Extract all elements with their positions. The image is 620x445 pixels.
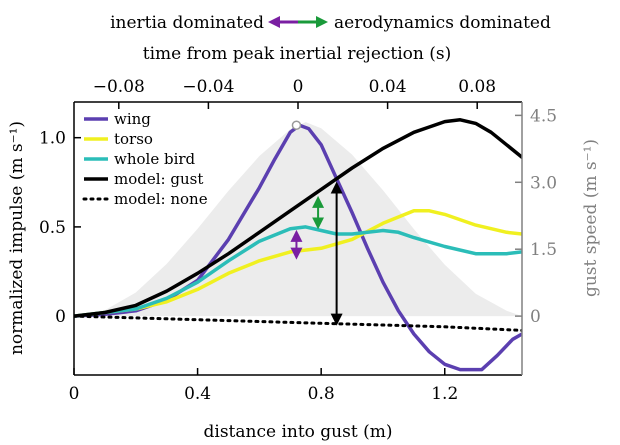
top-axis-title: time from peak inertial rejection (s): [143, 44, 452, 64]
legend-label: wing: [114, 110, 151, 128]
header-double-arrow: [268, 16, 328, 28]
x-tick-label: 0: [69, 384, 80, 404]
legend-label: torso: [114, 130, 153, 148]
series-layer: [74, 118, 522, 372]
header-arrow-purple-head: [268, 16, 280, 28]
legend-label: model: none: [114, 190, 208, 208]
top-tick-label: 0.04: [369, 77, 407, 97]
series-line-torso: [74, 209, 522, 318]
x-tick-label: 0.8: [308, 384, 335, 404]
x-tick-label: 0.4: [184, 384, 211, 404]
tick-layer: 0 0.4 0.8 1.2 −0.08 −0.04 0 0.04 0.08 0 0.5 1.0 0 1.5…: [39, 77, 557, 404]
y2-axis-title: gust speed (m s⁻¹): [581, 139, 601, 297]
chart-header: inertia dominated aerodynamics dominated…: [110, 13, 551, 64]
y2-tick-label: 4.5: [530, 106, 557, 126]
y-tick-label: 0.5: [39, 218, 66, 238]
x-axis-title: distance into gust (m): [204, 422, 393, 442]
annotation-layer: [290, 181, 343, 326]
header-right-label: aerodynamics dominated: [334, 13, 551, 33]
x-tick-label: 1.2: [431, 384, 458, 404]
top-tick-label: 0.08: [458, 77, 496, 97]
legend: wing torso whole bird model: gust model: non…: [82, 110, 208, 208]
header-left-label: inertia dominated: [110, 13, 264, 33]
plot-layer: [74, 122, 522, 317]
legend-label: model: gust: [114, 170, 203, 188]
top-tick-label: 0: [293, 77, 304, 97]
y2-tick-label: 3.0: [530, 173, 557, 193]
y2-tick-label: 1.5: [530, 240, 557, 260]
gust-profile-area: [74, 122, 522, 317]
top-tick-label: −0.08: [93, 77, 145, 97]
header-arrow-green-head: [316, 16, 328, 28]
series-line-whole-bird: [74, 225, 522, 318]
series-line-model-none: [74, 314, 522, 332]
y-tick-label: 1.0: [39, 129, 66, 149]
top-tick-label: −0.04: [182, 77, 234, 97]
peak-marker: [291, 120, 302, 130]
y2-tick-label: 0: [530, 307, 541, 327]
legend-label: whole bird: [114, 150, 196, 168]
series-line-model-gust: [74, 118, 522, 318]
y-tick-label: 0: [55, 307, 66, 327]
y-axis-title: normalized impulse (m s⁻¹): [7, 121, 27, 355]
